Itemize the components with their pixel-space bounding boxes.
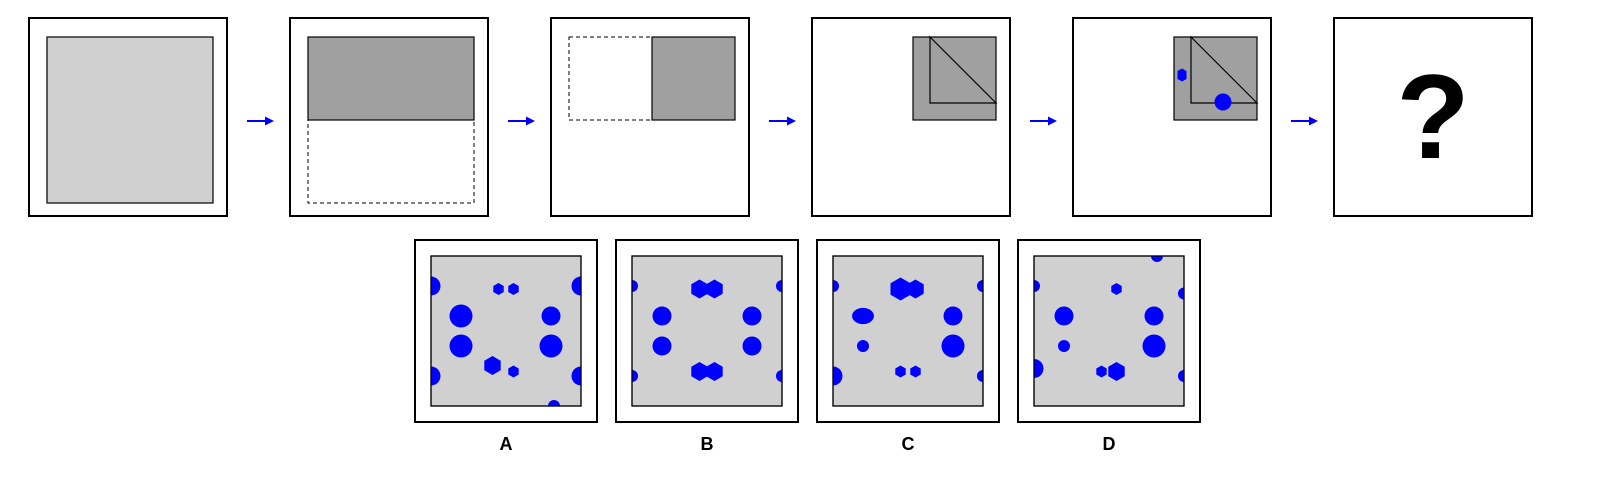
hexagon-hole [1111,283,1122,295]
circle-hole [1214,93,1232,111]
circle-hole [857,340,869,352]
hexagon-hole [493,283,504,295]
folded-half [307,36,475,121]
circle-hole [541,306,561,326]
option-label: D [1103,434,1116,454]
circle-hole [449,304,473,328]
step-1-panel [28,17,228,217]
circle-hole [977,370,983,382]
hexagon-hole [890,277,911,301]
step-2-panel [289,17,489,217]
circle-hole [1034,280,1040,292]
circle-hole [1034,359,1044,378]
hexagon-hole [1096,365,1107,378]
circle-hole [652,336,672,356]
unfolded-paper [631,255,783,407]
hexagon-hole [691,362,708,381]
hexagon-hole [508,283,519,295]
circle-hole [1058,340,1070,352]
circle-hole [632,280,638,292]
answer-options: A B C D [414,239,1201,454]
option-b[interactable]: B [615,239,799,454]
hexagon-hole [1177,68,1187,82]
circle-hole [431,276,441,296]
folded-quarter [651,36,736,121]
fold-outline-dashed [568,36,653,121]
unfolded-paper [430,255,582,407]
fold-outline-dashed [307,119,475,204]
arrow-icon [247,116,274,126]
circle-hole [548,400,560,406]
circle-hole [1144,306,1164,326]
holes [632,279,782,382]
option-label: B [701,434,714,454]
circle-hole [1142,334,1166,358]
circle-hole [776,280,782,292]
circle-hole [1178,287,1184,300]
hexagon-hole [706,362,723,381]
circle-hole [943,306,963,326]
arrow-icon [769,116,796,126]
circle-hole [1178,370,1184,382]
option-c[interactable]: C [816,239,1000,454]
circle-hole [776,370,782,382]
circle-hole [941,334,965,358]
unfolded-paper [832,255,984,407]
arrow-icon [1030,116,1057,126]
circle-hole [539,334,563,358]
hexagon-hole [484,356,501,375]
circle-hole [742,336,762,356]
circle-hole [431,366,441,386]
option-a[interactable]: A [414,239,598,454]
step-3-panel [550,17,750,217]
paper-sheet [46,36,214,204]
hexagon-hole [706,279,723,299]
circle-hole [833,366,843,386]
hexagon-hole [691,279,708,299]
question-panel: ? [1333,17,1533,217]
step-5-panel [1072,17,1272,217]
question-mark: ? [1396,50,1469,184]
circle-hole [977,280,983,292]
circle-hole [833,280,839,292]
circle-hole [742,306,762,326]
circle-hole [571,276,581,296]
option-label: C [902,434,915,454]
unfolded-paper [1033,255,1185,407]
option-d[interactable]: D [1017,239,1201,454]
hexagon-hole [907,279,924,299]
holes [833,277,983,386]
hexagon-hole [895,365,906,378]
option-label: A [500,434,513,454]
circle-hole [571,366,581,386]
hexagon-hole [508,365,519,378]
arrow-icon [508,116,535,126]
ellipse-hole [852,307,874,325]
circle-hole [449,334,473,358]
arrow-icon [1291,116,1318,126]
circle-hole [1151,256,1163,262]
folded-triangle [929,35,998,104]
hexagon-hole [910,365,921,378]
holes [431,276,581,406]
step-4-panel [811,17,1011,217]
circle-hole [632,370,638,382]
hexagon-hole [1108,362,1125,381]
holes [1034,256,1184,382]
circle-hole [1054,306,1074,326]
circle-hole [652,306,672,326]
